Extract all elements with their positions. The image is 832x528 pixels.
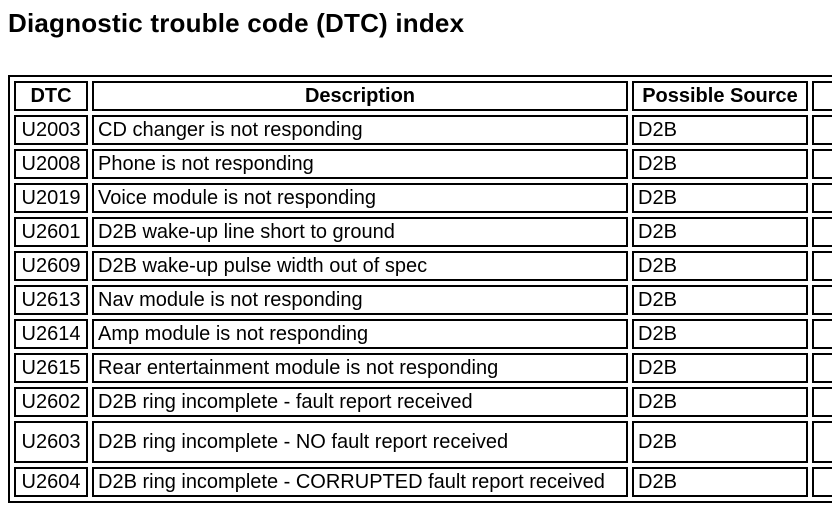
table-row: U2604 D2B ring incomplete - CORRUPTED fa… xyxy=(14,467,832,497)
dtc-cell: U2603 xyxy=(14,421,88,463)
table-row: U2019 Voice module is not responding D2B xyxy=(14,183,832,213)
description-cell: Rear entertainment module is not respond… xyxy=(92,353,628,383)
description-cell: D2B ring incomplete - NO fault report re… xyxy=(92,421,628,463)
source-cell: D2B xyxy=(632,115,808,145)
description-cell: D2B wake-up line short to ground xyxy=(92,217,628,247)
description-cell: Voice module is not responding xyxy=(92,183,628,213)
clipped-cell xyxy=(812,149,832,179)
source-cell: D2B xyxy=(632,467,808,497)
clipped-cell xyxy=(812,353,832,383)
header-row: DTC Description Possible Source xyxy=(14,81,832,111)
dtc-cell: U2602 xyxy=(14,387,88,417)
dtc-cell: U2609 xyxy=(14,251,88,281)
column-header-description: Description xyxy=(92,81,628,111)
clipped-cell xyxy=(812,217,832,247)
clipped-cell xyxy=(812,115,832,145)
table-row: U2614 Amp module is not responding D2B xyxy=(14,319,832,349)
dtc-cell: U2019 xyxy=(14,183,88,213)
table-row: U2615 Rear entertainment module is not r… xyxy=(14,353,832,383)
source-cell: D2B xyxy=(632,251,808,281)
source-cell: D2B xyxy=(632,421,808,463)
column-header-possible-source: Possible Source xyxy=(632,81,808,111)
dtc-cell: U2613 xyxy=(14,285,88,315)
dtc-cell: U2614 xyxy=(14,319,88,349)
description-cell: Amp module is not responding xyxy=(92,319,628,349)
description-cell: Nav module is not responding xyxy=(92,285,628,315)
source-cell: D2B xyxy=(632,149,808,179)
column-header-clipped xyxy=(812,81,832,111)
table-row: U2003 CD changer is not responding D2B xyxy=(14,115,832,145)
source-cell: D2B xyxy=(632,217,808,247)
clipped-cell xyxy=(812,421,832,463)
column-header-dtc: DTC xyxy=(14,81,88,111)
source-cell: D2B xyxy=(632,387,808,417)
source-cell: D2B xyxy=(632,319,808,349)
dtc-cell: U2615 xyxy=(14,353,88,383)
table-row: U2613 Nav module is not responding D2B xyxy=(14,285,832,315)
clipped-cell xyxy=(812,319,832,349)
description-cell: D2B ring incomplete - fault report recei… xyxy=(92,387,628,417)
description-cell: CD changer is not responding xyxy=(92,115,628,145)
description-cell: D2B ring incomplete - CORRUPTED fault re… xyxy=(92,467,628,497)
clipped-cell xyxy=(812,251,832,281)
table-row: U2609 D2B wake-up pulse width out of spe… xyxy=(14,251,832,281)
description-cell: Phone is not responding xyxy=(92,149,628,179)
table-row: U2603 D2B ring incomplete - NO fault rep… xyxy=(14,421,832,463)
clipped-cell xyxy=(812,387,832,417)
dtc-cell: U2604 xyxy=(14,467,88,497)
dtc-cell: U2601 xyxy=(14,217,88,247)
source-cell: D2B xyxy=(632,183,808,213)
dtc-index-table: DTC Description Possible Source U2003 CD… xyxy=(8,75,832,503)
clipped-cell xyxy=(812,183,832,213)
dtc-cell: U2003 xyxy=(14,115,88,145)
page-title: Diagnostic trouble code (DTC) index xyxy=(8,8,465,38)
description-cell: D2B wake-up pulse width out of spec xyxy=(92,251,628,281)
clipped-cell xyxy=(812,467,832,497)
source-cell: D2B xyxy=(632,353,808,383)
clipped-cell xyxy=(812,285,832,315)
table-row: U2601 D2B wake-up line short to ground D… xyxy=(14,217,832,247)
source-cell: D2B xyxy=(632,285,808,315)
dtc-cell: U2008 xyxy=(14,149,88,179)
table-row: U2008 Phone is not responding D2B xyxy=(14,149,832,179)
table-row: U2602 D2B ring incomplete - fault report… xyxy=(14,387,832,417)
